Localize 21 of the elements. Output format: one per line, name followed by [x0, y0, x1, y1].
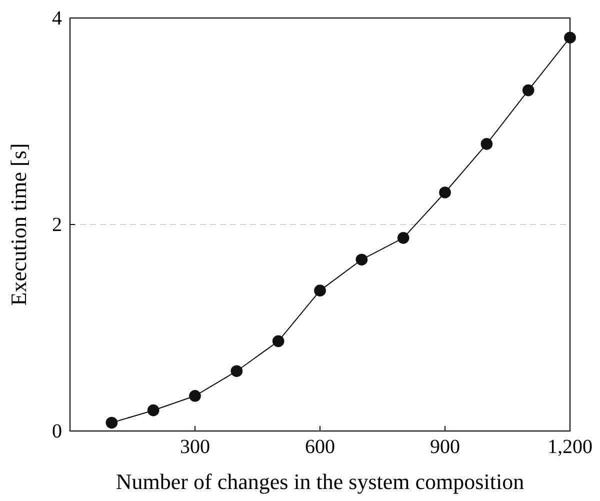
- y-axis-title: Execution time [s]: [6, 143, 31, 306]
- point: [439, 186, 451, 198]
- y-tick-label: 4: [52, 7, 62, 30]
- point: [106, 416, 118, 429]
- x-tick-label: 1,200: [548, 436, 592, 458]
- point: [397, 232, 410, 244]
- x-tick-label: 600: [305, 436, 335, 458]
- point: [189, 390, 201, 402]
- point: [272, 335, 284, 348]
- point: [147, 404, 160, 416]
- point: [480, 138, 493, 150]
- point: [314, 284, 326, 296]
- x-axis-title: Number of changes in the system composition: [116, 469, 524, 494]
- y-tick-label: 2: [52, 214, 62, 236]
- point: [564, 32, 576, 44]
- point: [230, 365, 243, 378]
- point: [356, 254, 368, 266]
- x-tick-label: 300: [180, 436, 210, 458]
- point: [522, 84, 534, 96]
- y-tick-label: 0: [52, 420, 62, 442]
- x-tick-label: 900: [430, 436, 460, 458]
